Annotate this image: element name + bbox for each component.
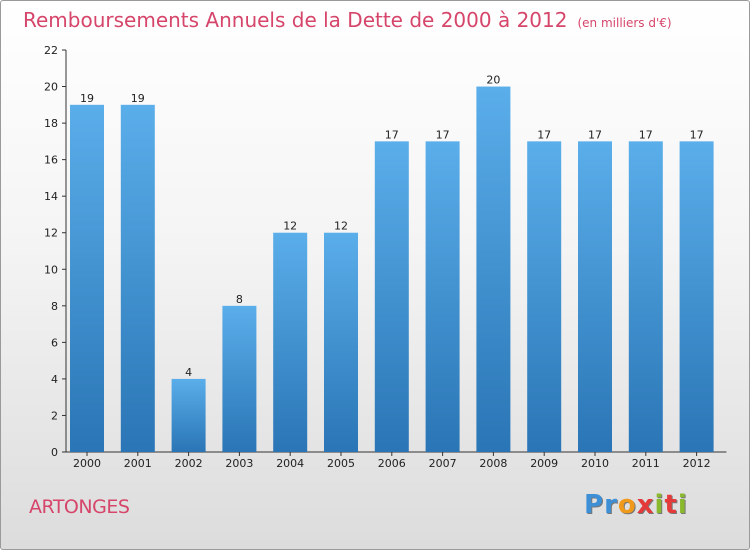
bar-2002[interactable] xyxy=(171,378,206,452)
bar-value-label: 17 xyxy=(690,128,704,141)
x-tick-label: 2000 xyxy=(73,457,101,470)
bar-2008[interactable] xyxy=(476,86,511,452)
bar-value-label: 19 xyxy=(131,92,145,105)
x-tick-label: 2011 xyxy=(632,457,660,470)
logo-letter: P xyxy=(584,490,605,520)
x-tick-label: 2002 xyxy=(175,457,203,470)
x-tick-label: 2003 xyxy=(225,457,253,470)
bar-2009[interactable] xyxy=(527,141,562,452)
logo-letter: i xyxy=(654,490,665,520)
bar-2003[interactable] xyxy=(222,305,257,452)
bar-value-label: 12 xyxy=(334,220,348,233)
y-tick-label: 8 xyxy=(51,300,58,313)
bar-2011[interactable] xyxy=(628,141,663,452)
bar-value-label: 17 xyxy=(385,128,399,141)
y-tick-label: 2 xyxy=(51,409,58,422)
bar-value-label: 8 xyxy=(236,293,243,306)
logo-letter: x xyxy=(636,490,655,520)
y-tick-label: 6 xyxy=(51,336,58,349)
logo-letter: t xyxy=(664,490,678,520)
bar-2005[interactable] xyxy=(324,232,358,452)
proxiti-logo[interactable]: Proxiti xyxy=(584,490,688,520)
y-tick-label: 4 xyxy=(51,373,58,386)
bar-value-label: 19 xyxy=(80,92,94,105)
bar-value-label: 17 xyxy=(588,128,602,141)
bar-2001[interactable] xyxy=(120,104,155,453)
bar-2004[interactable] xyxy=(273,232,308,452)
x-tick-label: 2012 xyxy=(683,457,711,470)
chart-title-text: Remboursements Annuels de la Dette de 20… xyxy=(23,8,568,32)
bar-value-label: 17 xyxy=(436,128,450,141)
commune-name: ARTONGES xyxy=(29,496,130,518)
y-tick-label: 10 xyxy=(44,263,58,276)
x-tick-label: 2005 xyxy=(327,457,355,470)
y-tick-label: 16 xyxy=(44,154,58,167)
x-tick-label: 2008 xyxy=(479,457,507,470)
y-tick-label: 18 xyxy=(44,117,58,130)
bar-value-label: 12 xyxy=(283,220,297,233)
x-tick-label: 2006 xyxy=(378,457,406,470)
x-tick-label: 2010 xyxy=(581,457,609,470)
bar-2006[interactable] xyxy=(374,141,409,452)
bar-2007[interactable] xyxy=(425,141,460,452)
bar-value-label: 17 xyxy=(639,128,653,141)
bar-2000[interactable] xyxy=(70,104,104,453)
x-tick-label: 2001 xyxy=(124,457,152,470)
x-tick-label: 2004 xyxy=(276,457,304,470)
y-tick-label: 14 xyxy=(44,190,58,203)
logo-letter: r xyxy=(604,490,618,520)
bar-value-label: 4 xyxy=(185,366,192,379)
bar-value-label: 20 xyxy=(486,74,500,87)
y-tick-label: 12 xyxy=(44,227,58,240)
y-tick-label: 20 xyxy=(44,81,58,94)
chart-title: Remboursements Annuels de la Dette de 20… xyxy=(23,8,672,32)
logo-letter: i xyxy=(677,490,688,520)
bar-value-label: 17 xyxy=(537,128,551,141)
y-tick-label: 22 xyxy=(44,44,58,57)
y-tick-label: 0 xyxy=(51,446,58,459)
x-tick-label: 2009 xyxy=(530,457,558,470)
logo-letter: o xyxy=(617,490,637,520)
bar-2012[interactable] xyxy=(679,141,714,452)
x-tick-label: 2007 xyxy=(429,457,457,470)
bar-2010[interactable] xyxy=(578,141,612,452)
chart-unit: (en milliers d'€) xyxy=(577,16,672,30)
